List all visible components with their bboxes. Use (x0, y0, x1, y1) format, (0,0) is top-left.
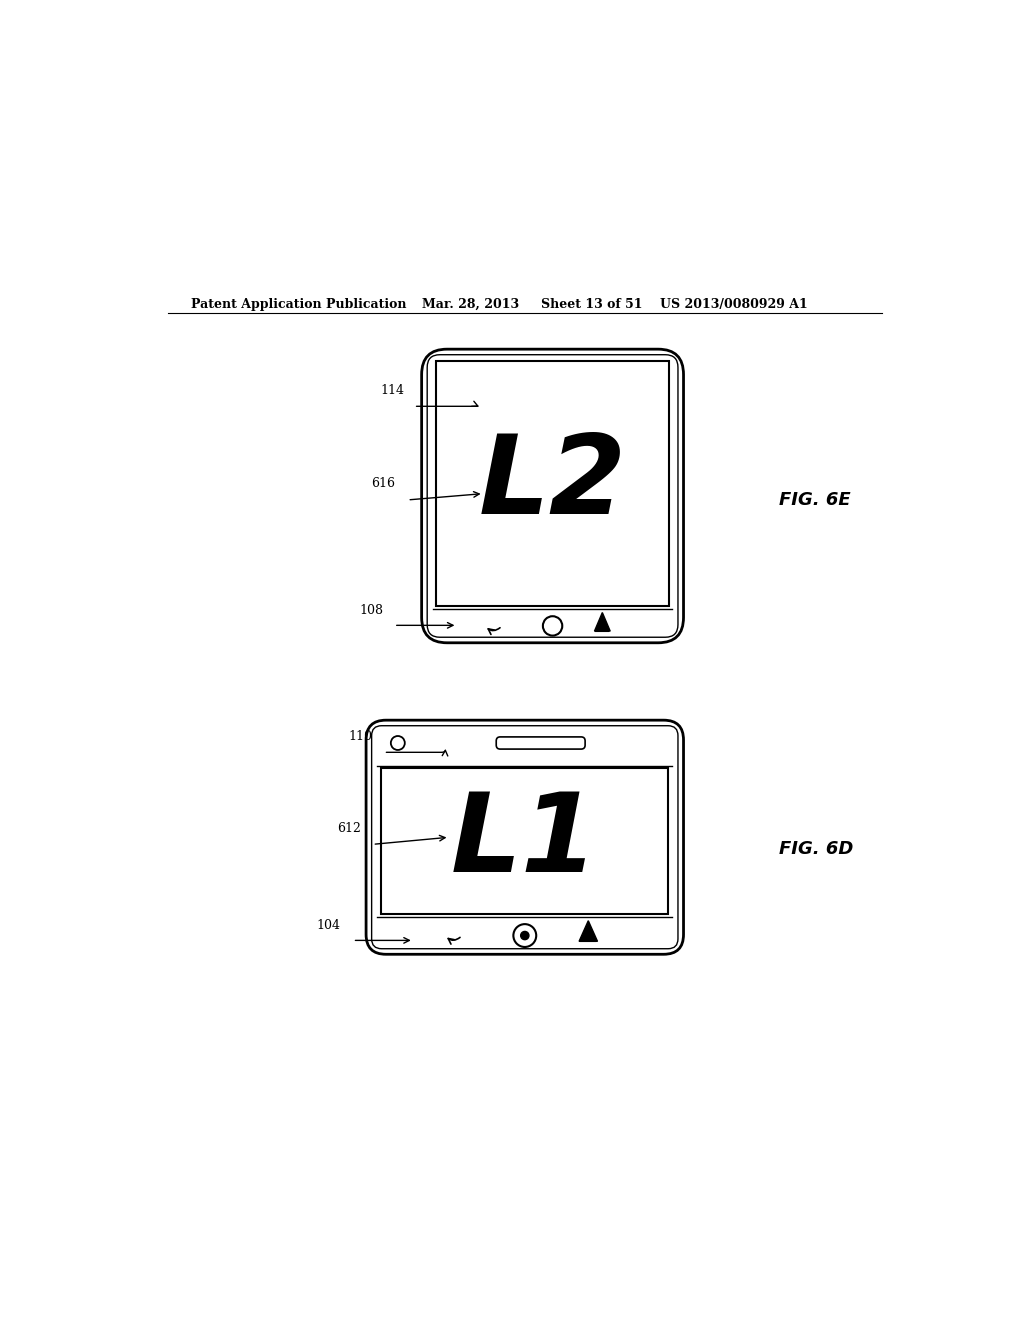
Polygon shape (595, 612, 610, 631)
Text: FIG. 6E: FIG. 6E (778, 491, 850, 510)
Text: FIG. 6D: FIG. 6D (778, 840, 853, 858)
Text: 616: 616 (371, 478, 394, 491)
Text: 110: 110 (348, 730, 373, 743)
Bar (436, 362, 669, 606)
Circle shape (520, 932, 529, 940)
Text: Patent Application Publication: Patent Application Publication (191, 298, 407, 312)
Text: 114: 114 (380, 384, 404, 397)
Text: 612: 612 (338, 822, 361, 834)
Text: 108: 108 (359, 605, 384, 618)
FancyBboxPatch shape (367, 721, 684, 954)
Text: US 2013/0080929 A1: US 2013/0080929 A1 (659, 298, 808, 312)
Bar (381, 768, 669, 915)
Polygon shape (580, 921, 597, 941)
Text: L1: L1 (451, 788, 599, 895)
FancyBboxPatch shape (422, 350, 684, 643)
Text: Mar. 28, 2013: Mar. 28, 2013 (422, 298, 519, 312)
Text: 104: 104 (316, 920, 341, 932)
FancyBboxPatch shape (497, 737, 585, 748)
Text: Sheet 13 of 51: Sheet 13 of 51 (541, 298, 642, 312)
Text: L2: L2 (478, 430, 627, 537)
